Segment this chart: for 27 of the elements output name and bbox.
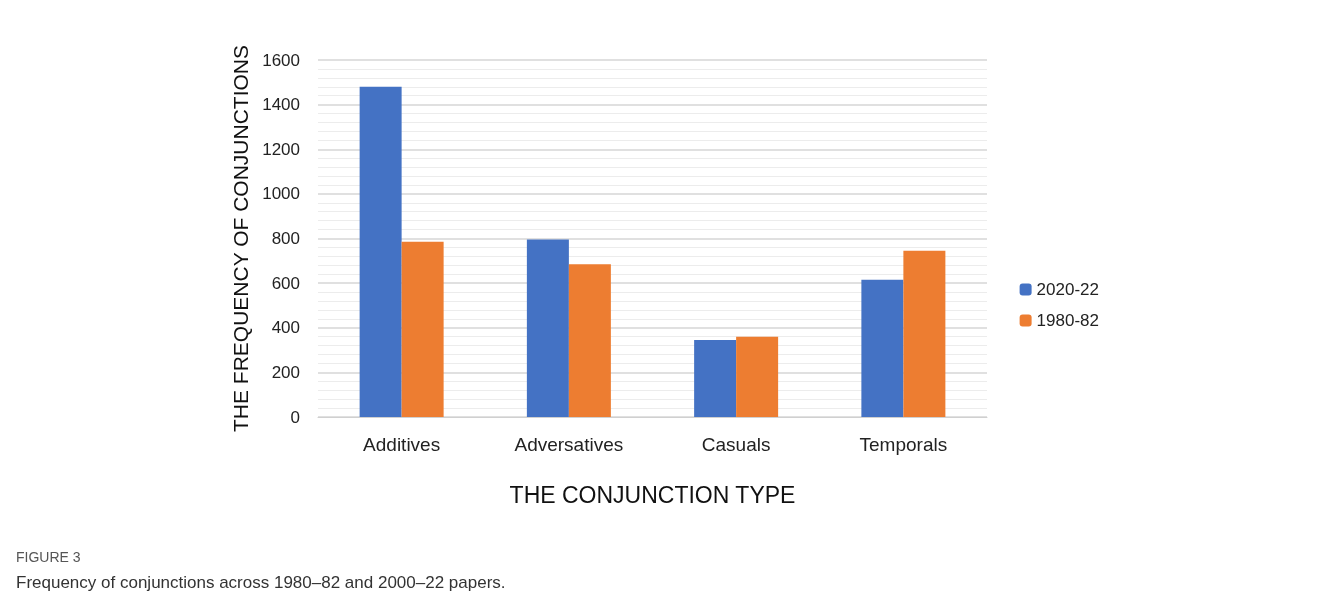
x-tick-label: Casuals <box>701 434 771 455</box>
y-tick-label: 1400 <box>262 95 300 115</box>
bar <box>526 239 569 417</box>
text: Frequency of conjunctions across 1980–82 and 2000–22 papers. <box>16 573 506 592</box>
caption: FIGURE 3 <box>16 549 81 565</box>
y-tick-label: 1000 <box>262 184 300 204</box>
y-tick-label: 200 <box>271 362 300 382</box>
bar <box>861 279 904 417</box>
bar <box>568 264 611 417</box>
x-tick-label: Temporals <box>859 434 948 455</box>
y-tick-label: 400 <box>271 318 300 338</box>
legend-label: 1980-82 <box>1036 311 1099 330</box>
y-tick-label: 800 <box>271 229 300 248</box>
bar <box>736 336 779 417</box>
legend-label: 2020-22 <box>1036 280 1099 299</box>
y-tick-label: 600 <box>271 273 300 293</box>
bar <box>694 340 737 417</box>
y-tick-label: 1600 <box>262 50 300 70</box>
x-tick-label: Adversatives <box>514 434 624 455</box>
bar <box>903 250 946 417</box>
y-axis-title: THE FREQUENCY OF CONJUNCTIONS <box>229 45 253 432</box>
x-tick-label: Additives <box>363 434 441 455</box>
bar <box>401 241 444 417</box>
y-tick-label: 0 <box>290 407 300 427</box>
bar <box>359 86 402 417</box>
y-tick-label: 1200 <box>262 139 300 159</box>
x-axis-title: THE CONJUNCTION TYPE <box>509 481 796 508</box>
